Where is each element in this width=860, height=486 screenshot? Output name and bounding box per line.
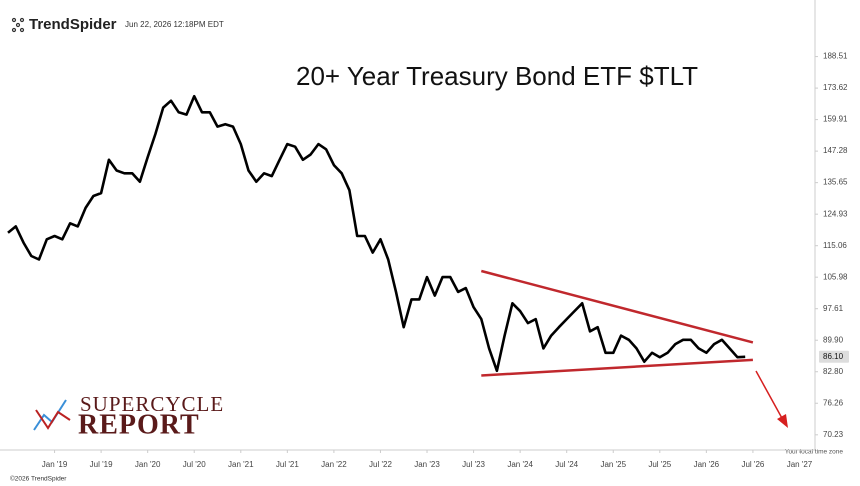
x-tick-label: Jul '21 (276, 460, 299, 469)
y-tick-label: 105.98 (823, 272, 848, 281)
x-tick-label: Jan '26 (694, 460, 720, 469)
trendline (480, 269, 754, 344)
x-tick-label: Jan '25 (600, 460, 626, 469)
y-tick-label: 147.28 (823, 146, 848, 155)
y-tick-label: 70.23 (823, 430, 844, 439)
x-tick-label: Jan '21 (228, 460, 254, 469)
y-tick-label: 82.80 (823, 367, 844, 376)
y-tick-label: 124.93 (823, 209, 848, 218)
brand: TrendSpider (29, 16, 117, 33)
x-tick-label: Jul '22 (369, 460, 392, 469)
watermark-icon (33, 399, 71, 431)
watermark-top: SUPERCYCLE (80, 392, 224, 416)
chart-title: 20+ Year Treasury Bond ETF $TLT (296, 61, 698, 91)
x-tick-label: Jan '23 (414, 460, 440, 469)
x-tick-label: Jan '27 (787, 460, 813, 469)
copyright: ©2026 TrendSpider (10, 475, 67, 483)
x-tick-label: Jul '26 (741, 460, 764, 469)
y-tick-label: 115.06 (823, 241, 847, 250)
x-tick-label: Jul '24 (555, 460, 578, 469)
x-tick-label: Jan '22 (321, 460, 347, 469)
y-tick-label: 135.65 (823, 178, 848, 187)
y-tick-label: 89.90 (823, 335, 844, 344)
timestamp: Jun 22, 2026 12:18PM EDT (125, 20, 224, 29)
y-tick-label: 173.62 (823, 83, 848, 92)
arrow-head (777, 414, 788, 428)
x-tick-label: Jan '19 (42, 460, 68, 469)
price-label: 86.10 (823, 352, 844, 361)
timezone-note: Your local time zone (785, 449, 844, 456)
trendline (481, 358, 753, 377)
x-tick-label: Jul '23 (462, 460, 485, 469)
x-tick-label: Jul '25 (648, 460, 671, 469)
x-tick-label: Jul '20 (183, 460, 206, 469)
y-tick-label: 76.26 (823, 398, 844, 407)
price-line (7, 94, 746, 373)
y-tick-label: 97.61 (823, 304, 844, 313)
watermark-bottom: REPORT (78, 409, 200, 440)
x-tick-label: Jan '24 (507, 460, 533, 469)
arrow-shaft (755, 370, 784, 421)
price-label-box (819, 350, 849, 363)
x-tick-label: Jul '19 (90, 460, 113, 469)
y-tick-label: 159.91 (823, 115, 848, 124)
x-tick-label: Jan '20 (135, 460, 161, 469)
y-tick-label: 188.51 (823, 52, 848, 61)
logo-icon (11, 17, 25, 33)
